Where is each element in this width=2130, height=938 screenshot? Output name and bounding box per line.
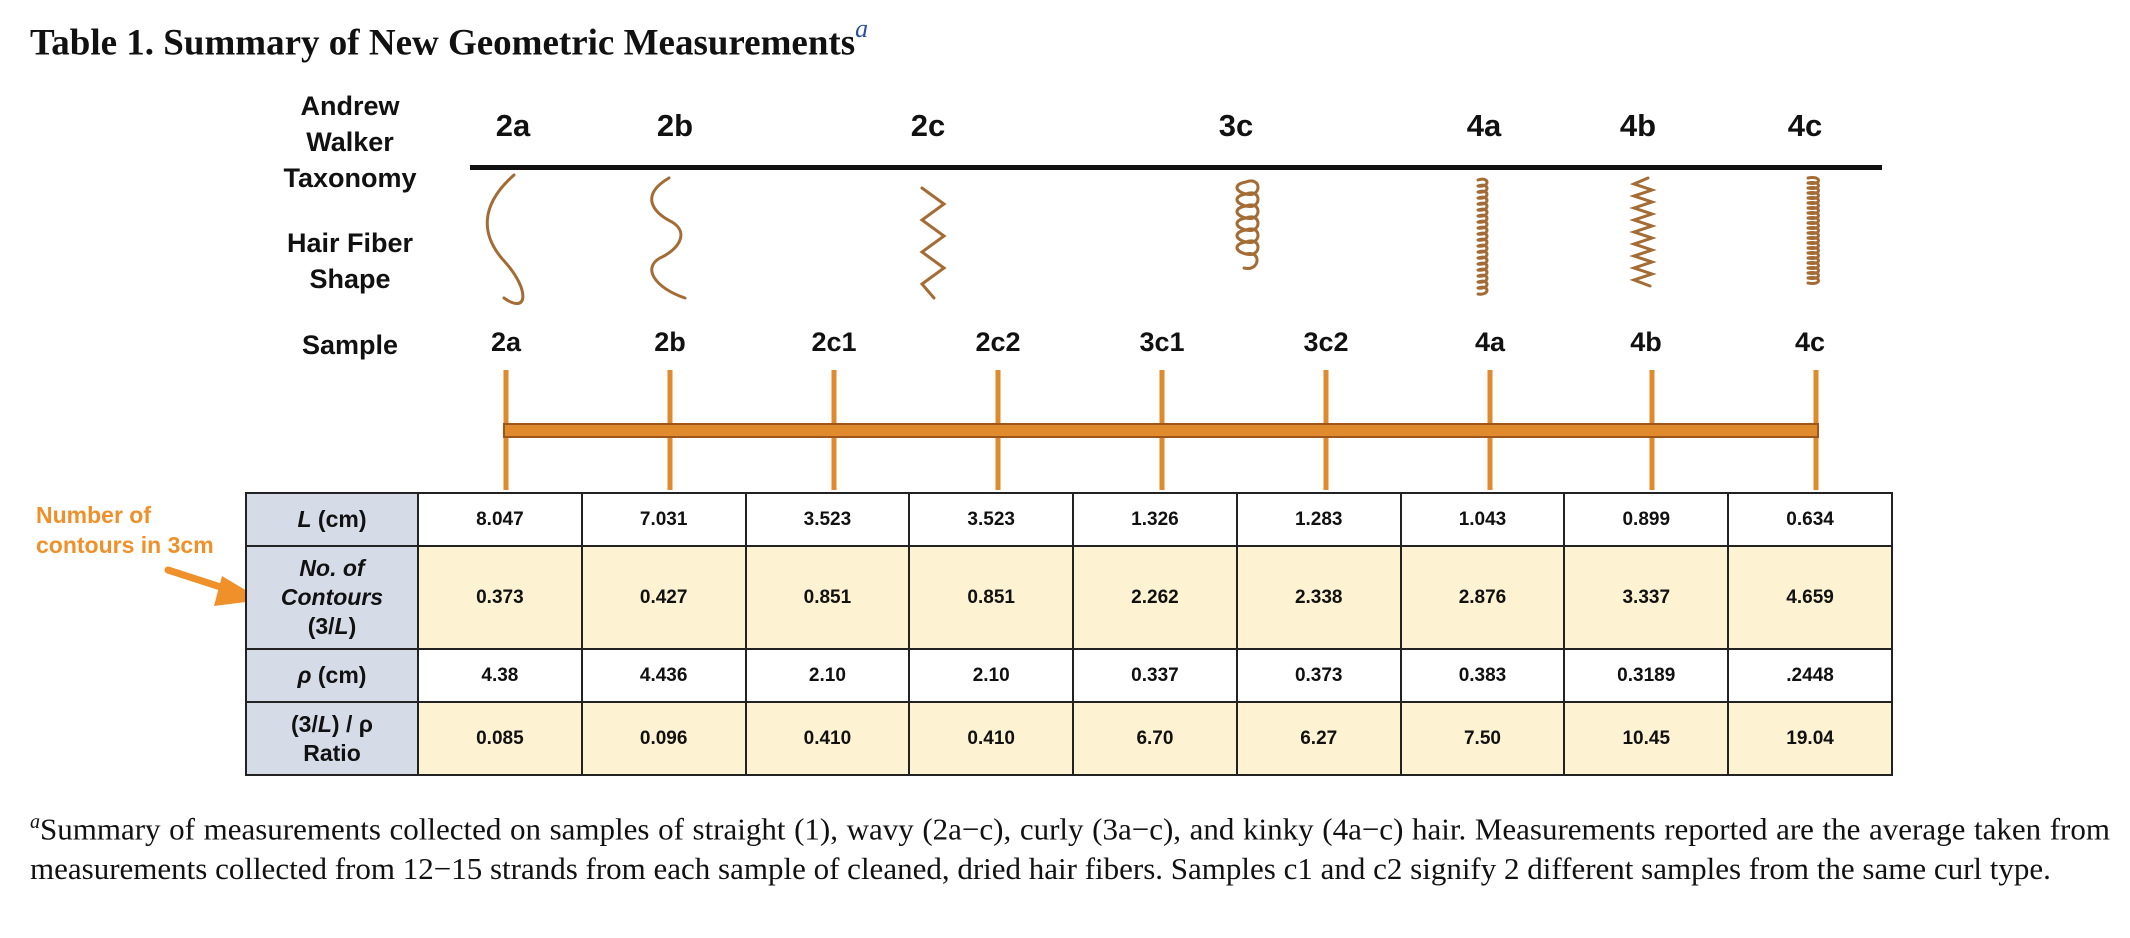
sample-label: 4b [1630,327,1662,357]
table-cell: 7.031 [580,492,747,547]
header-ratio: (3/L) / ρ Ratio [245,701,419,776]
table-title: Table 1. Summary of New Geometric Measur… [30,14,869,64]
zigzag-fiber-4b-icon [1629,176,1657,288]
coiled-fiber-4c-icon [1806,175,1820,286]
sample-label: 3c2 [1303,327,1349,357]
header-radius: ρ (cm) [245,648,419,703]
table-cell: 0.410 [908,701,1075,776]
sample-bar [503,423,1819,438]
sample-label: 2b [654,327,686,357]
taxonomy-type: 2a [495,108,531,143]
header-length: L (cm) [245,492,419,547]
table-cell: 6.70 [1072,701,1238,776]
taxonomy-rule [470,165,1882,170]
table-footnote: aSummary of measurements collected on sa… [30,811,2110,887]
table-cell: 0.373 [417,545,583,650]
sample-ticks [503,370,1819,490]
table-cell: 6.27 [1235,701,1402,776]
table-cell: 4.38 [417,648,583,703]
table-cell: 7.50 [1399,701,1566,776]
table-cell: 3.337 [1563,545,1730,650]
table-cell: 0.899 [1563,492,1730,547]
table-cell: 4.659 [1727,545,1893,650]
wavy-fiber-2c-icon [919,186,947,300]
table-cell: 2.876 [1399,545,1566,650]
table-cell: 2.10 [744,648,911,703]
sample-label: 3c1 [1139,327,1185,357]
table-row-ratio: (3/L) / ρ Ratio 0.085 0.096 0.410 0.410 … [245,701,1893,776]
table-cell: 10.45 [1563,701,1730,776]
table-cell: 1.283 [1235,492,1402,547]
taxonomy-type: 4b [1619,108,1657,143]
sample-label: 4a [1474,327,1506,357]
sample-label: 2c2 [975,327,1021,357]
sample-label: 4c [1794,327,1826,357]
table-cell: 3.523 [908,492,1075,547]
taxonomy-type: 4a [1466,108,1502,143]
measurement-table: L (cm) 8.047 7.031 3.523 3.523 1.326 1.2… [245,492,1893,776]
taxonomy-type: 2c [910,108,946,143]
table-cell: 1.326 [1072,492,1238,547]
table-row-radius: ρ (cm) 4.38 4.436 2.10 2.10 0.337 0.373 … [245,648,1893,703]
table-cell: 0.337 [1072,648,1238,703]
table-cell: 1.043 [1399,492,1566,547]
table-cell: 0.410 [744,701,911,776]
title-footnote-mark: a [855,14,869,43]
table-cell: 0.085 [417,701,583,776]
taxonomy-type: 4c [1787,108,1823,143]
table-row-length: L (cm) 8.047 7.031 3.523 3.523 1.326 1.2… [245,492,1893,547]
contours-annotation: Number of contours in 3cm [36,502,214,558]
table-cell: 0.096 [580,701,747,776]
sample-label: 2c1 [811,327,857,357]
sample-row-label: Sample [301,330,399,360]
table-cell: 0.383 [1399,648,1566,703]
shape-row-label: Hair Fiber Shape [286,228,414,294]
table-cell: 0.851 [908,545,1075,650]
table-cell: 2.262 [1072,545,1238,650]
table-cell: 19.04 [1727,701,1893,776]
coiled-fiber-4a-icon [1476,177,1489,296]
table-cell: 0.427 [580,545,747,650]
wavy-fiber-2b-icon [650,176,687,300]
table-cell: 0.373 [1235,648,1402,703]
footnote-mark: a [30,811,40,833]
table-cell: .2448 [1727,648,1893,703]
wavy-fiber-2a-icon [485,173,525,305]
taxonomy-type: 2b [656,108,694,143]
table-cell: 4.436 [580,648,747,703]
table-cell: 0.3189 [1563,648,1730,703]
table-cell: 2.338 [1235,545,1402,650]
table-cell: 0.851 [744,545,911,650]
table-cell: 0.634 [1727,492,1893,547]
taxonomy-type: 3c [1218,108,1254,143]
table-cell: 8.047 [417,492,583,547]
sample-label: 2a [490,327,522,357]
table-row-contours: No. of Contours (3/L) 0.373 0.427 0.851 0… [245,545,1893,650]
header-contours: No. of Contours (3/L) [245,545,419,650]
curly-fiber-3c-icon [1235,179,1260,270]
table-cell: 3.523 [744,492,911,547]
taxonomy-row-label: Andrew Walker Taxonomy [283,91,417,193]
table-cell: 2.10 [908,648,1075,703]
